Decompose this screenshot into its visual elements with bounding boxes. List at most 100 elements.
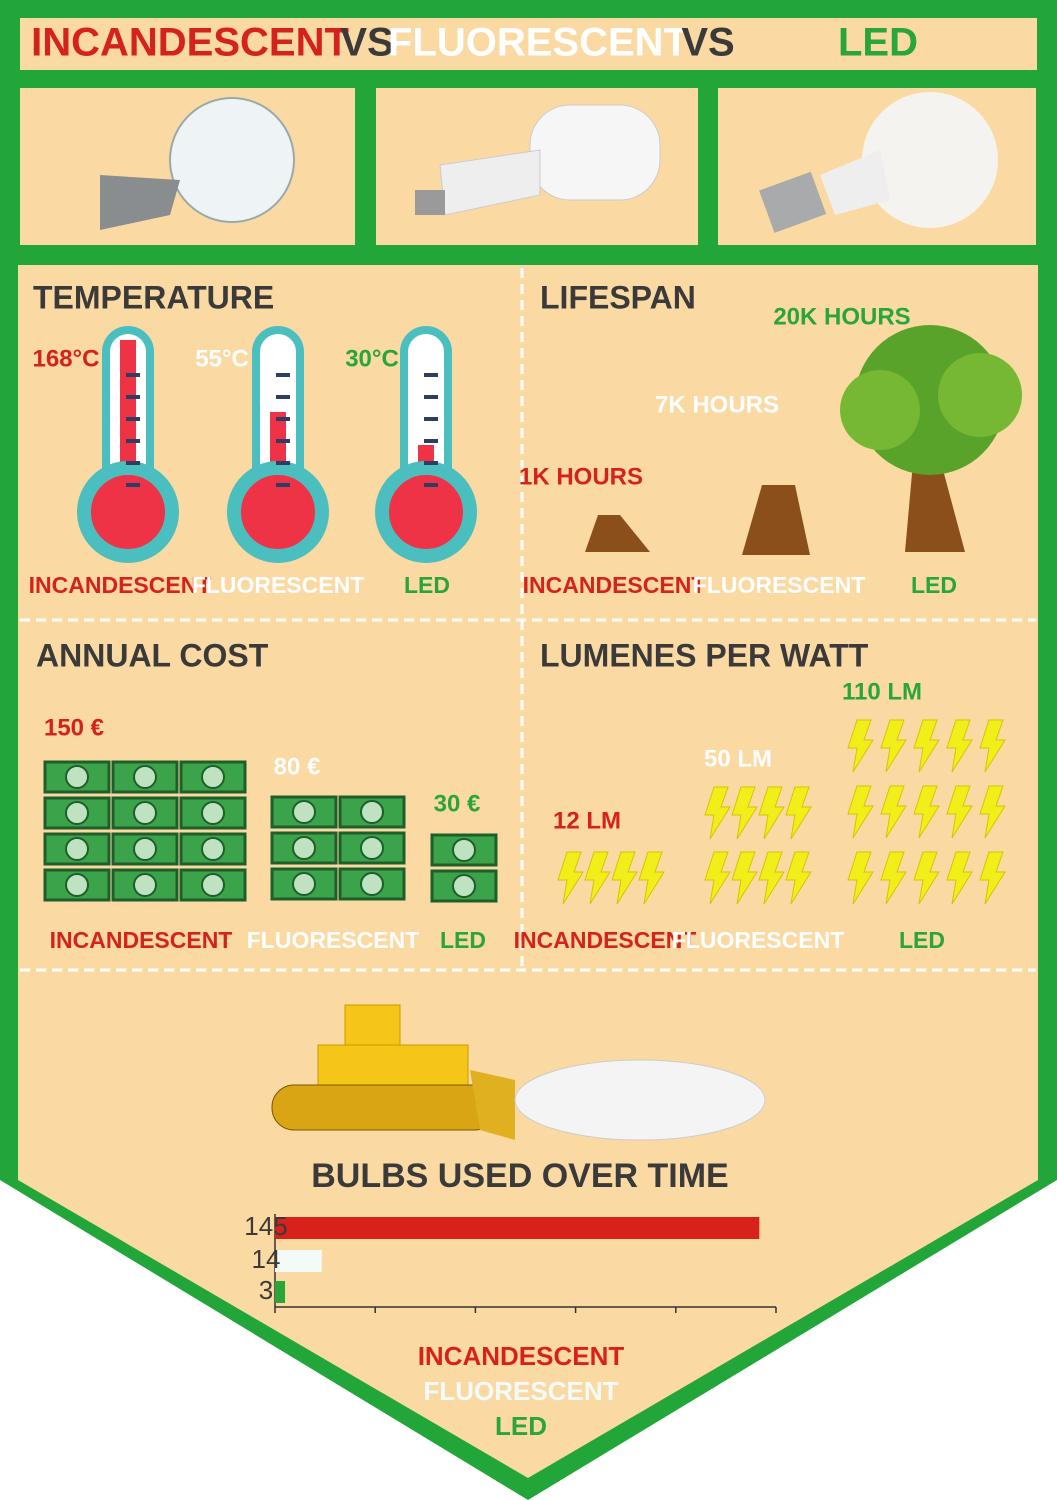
cost-value: 150 € (44, 714, 104, 741)
bill-coin (65, 837, 89, 861)
bolt (979, 851, 1006, 905)
bolt (731, 786, 758, 840)
lumens-value: 110 LM (842, 678, 922, 705)
bill-coin (201, 837, 225, 861)
cost-name: INCANDESCENT (50, 927, 233, 953)
lifespan-name: FLUORESCENT (693, 572, 866, 598)
header-incandescent: INCANDESCENT (31, 21, 349, 65)
cost-name: LED (440, 927, 486, 953)
bar (275, 1217, 760, 1239)
bill-coin (292, 800, 316, 824)
bolt (946, 851, 973, 905)
bar (275, 1250, 322, 1272)
section-title: LIFESPAN (540, 279, 696, 315)
lumens-name: INCANDESCENT (514, 927, 697, 953)
led-bulb (759, 92, 998, 233)
bolt (913, 719, 940, 773)
bolt (704, 851, 731, 905)
temp-value: 30°C (345, 345, 399, 372)
bill-coin (452, 874, 476, 898)
bar (275, 1281, 286, 1303)
bolt (611, 851, 638, 905)
bolt (758, 851, 785, 905)
section-title: TEMPERATURE (33, 279, 274, 315)
bar-value: 145 (244, 1211, 287, 1241)
bill-coin (133, 837, 157, 861)
bill-coin (292, 836, 316, 860)
bar-value: 3 (259, 1275, 273, 1305)
bolt (557, 851, 584, 905)
thermometer-bulb (77, 461, 179, 563)
bolt (946, 719, 973, 773)
bolt (847, 851, 874, 905)
bill-coin (65, 765, 89, 789)
tree (840, 325, 1022, 552)
lumens-value: 50 LM (704, 745, 772, 772)
dividers (20, 268, 1036, 972)
lifespan-value: 1K HOURS (519, 463, 643, 490)
temp-value: 168°C (33, 345, 100, 372)
bill-coin (452, 838, 476, 862)
cfl-bulb (415, 104, 661, 216)
temp-value: 55°C (195, 345, 249, 372)
bolt (731, 851, 758, 905)
thermometer-bulb (375, 461, 477, 563)
temp-name: LED (404, 572, 450, 598)
bill-coin (133, 873, 157, 897)
bill-coin (360, 836, 384, 860)
header-fluorescent: FLUORESCENT (388, 21, 688, 65)
lifespan-value: 7K HOURS (655, 391, 779, 418)
bar-value: 14 (252, 1244, 281, 1274)
bill-coin (65, 873, 89, 897)
bolt (758, 786, 785, 840)
lifespan-value: 20K HOURS (773, 303, 910, 330)
cost-name: FLUORESCENT (247, 927, 420, 953)
header-led: LED (838, 21, 918, 65)
cost-value: 80 € (274, 753, 321, 780)
bolt (847, 785, 874, 839)
bill-coin (201, 765, 225, 789)
bolt (847, 719, 874, 773)
temp-name: INCANDESCENT (29, 572, 212, 598)
bill-coin (201, 801, 225, 825)
bill-coin (201, 873, 225, 897)
stump-tall (742, 485, 810, 555)
lumens-value: 12 LM (553, 807, 621, 834)
bill-coin (292, 872, 316, 896)
bulldozer (271, 1004, 766, 1141)
bolt (638, 851, 665, 905)
header-strip (20, 18, 1037, 70)
bill-coin (360, 800, 384, 824)
bolt (913, 851, 940, 905)
bill-coin (360, 872, 384, 896)
incandescent-bulb (100, 97, 295, 230)
lumens-name: LED (899, 927, 945, 953)
cost-value: 30 € (434, 790, 481, 817)
chart-title: BULBS USED OVER TIME (311, 1157, 728, 1195)
lumens-name: FLUORESCENT (672, 927, 845, 953)
bill-coin (133, 765, 157, 789)
bolt (584, 851, 611, 905)
section-title: ANNUAL COST (36, 637, 269, 673)
legend-entry: INCANDESCENT (418, 1341, 625, 1371)
bolt (785, 851, 812, 905)
legend-entry: FLUORESCENT (424, 1376, 619, 1406)
bolt (979, 785, 1006, 839)
stump-small (585, 515, 650, 552)
bill-coin (133, 801, 157, 825)
bolt (704, 786, 731, 840)
bolt (880, 785, 907, 839)
header-vs: VS (681, 21, 734, 65)
bolt (785, 786, 812, 840)
header-vs: VS (340, 21, 393, 65)
bolt (880, 851, 907, 905)
bolt (946, 785, 973, 839)
thermometer-bulb (227, 461, 329, 563)
bolt (979, 719, 1006, 773)
lifespan-name: LED (911, 572, 957, 598)
legend-entry: LED (495, 1411, 547, 1441)
main-panel (18, 265, 1038, 1478)
bill-coin (65, 801, 89, 825)
section-title: LUMENES PER WATT (540, 637, 869, 673)
